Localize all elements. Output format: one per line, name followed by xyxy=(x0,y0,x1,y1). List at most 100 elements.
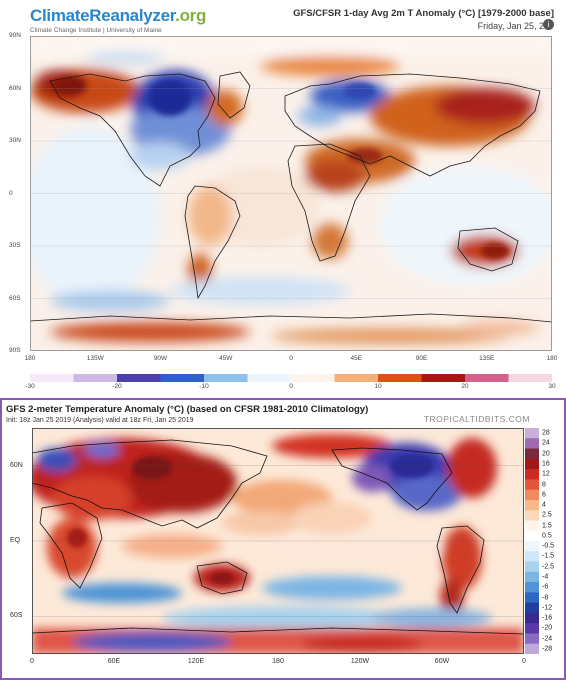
colorbar-segment xyxy=(525,428,539,439)
coastlines-bottom xyxy=(32,439,524,635)
colorbar-segment xyxy=(525,541,539,552)
colorbar-tick-label: -8 xyxy=(542,594,549,601)
map-title: GFS/CFSR 1-day Avg 2m T Anomaly (°C) [19… xyxy=(293,8,554,19)
colorbar-tick-label: -1.5 xyxy=(542,552,555,560)
colorbar-tick-label: 30 xyxy=(548,383,556,390)
colorbar-segment xyxy=(525,469,539,480)
colorbar-tick-label: 2.5 xyxy=(542,511,552,519)
colorbar-segment xyxy=(117,374,161,382)
colorbar-tick-label: -6 xyxy=(542,583,549,591)
init-valid-time: Init: 18z Jan 25 2019 (Analysis) valid a… xyxy=(6,417,194,424)
lon-label: 90E xyxy=(415,355,428,362)
colorbar-tick-label: -24 xyxy=(542,635,553,643)
anomaly-field-bottom xyxy=(32,434,524,654)
colorbar-tick-label: -28 xyxy=(542,645,553,653)
colorbar-tick-label: 8 xyxy=(542,481,546,488)
lon-label: 0 xyxy=(522,658,526,665)
colorbar-segment xyxy=(525,571,539,583)
lon-label: 0 xyxy=(289,355,293,362)
climate-reanalyzer-logo[interactable]: ClimateReanalyzer.org Climate Change Ins… xyxy=(30,6,206,34)
colorbar-segment xyxy=(247,374,292,382)
colorbar-tick-label: 0 xyxy=(289,383,293,390)
lon-label: 135W xyxy=(86,355,104,362)
colorbar-segment xyxy=(30,374,74,382)
map-title-bottom: GFS 2-meter Temperature Anomaly (°C) (ba… xyxy=(6,404,369,415)
colorbar-tick-label: 28 xyxy=(542,429,550,437)
lat-label: EQ xyxy=(10,537,21,544)
lon-label: 180 xyxy=(546,355,558,362)
colorbar-segment xyxy=(525,489,539,501)
colorbar-segment xyxy=(378,374,422,382)
colorbar-segment xyxy=(291,374,335,382)
colorbar-tick-label: -10 xyxy=(199,383,209,390)
colorbar-tick-label: -16 xyxy=(542,614,553,622)
pacific-centered-anomaly-map xyxy=(32,428,524,654)
tropical-tidbits-panel: GFS 2-meter Temperature Anomaly (°C) (ba… xyxy=(0,398,566,680)
colorbar-segment xyxy=(525,623,539,634)
colorbar-segment xyxy=(525,520,539,532)
colorbar-segment xyxy=(525,643,539,654)
colorbar-segment xyxy=(160,374,205,382)
lon-label: 180 xyxy=(272,658,284,665)
brand-org: .org xyxy=(175,6,207,25)
colorbar-tick-label: 20 xyxy=(461,383,469,390)
colorbar-segment xyxy=(525,458,539,470)
colorbar-tick-label: 12 xyxy=(542,470,550,478)
colorbar-tick-label: 24 xyxy=(542,439,550,447)
lat-label: 90S xyxy=(9,347,21,354)
colorbar-segment xyxy=(525,551,539,563)
colorbar-segment xyxy=(525,582,539,593)
colorbar-segment xyxy=(525,530,539,542)
lat-label: 60S xyxy=(10,612,23,620)
colorbar-tick-label: -30 xyxy=(25,383,35,390)
colorbar-segment xyxy=(525,612,539,624)
lon-label: 120W xyxy=(350,658,370,665)
colorbar-segment xyxy=(508,374,552,382)
graticule xyxy=(30,88,552,299)
colorbar-segment xyxy=(525,499,539,511)
colorbar-tick-label: -20 xyxy=(542,624,553,632)
lat-label: 30S xyxy=(9,242,21,249)
colorbar-tick-label: -2.5 xyxy=(542,563,555,571)
lat-label: 90N xyxy=(9,32,21,39)
colorbar-tick-label: -0.5 xyxy=(542,542,555,550)
colorbar-tick-label: 20 xyxy=(542,450,550,458)
info-icon[interactable]: i xyxy=(543,19,554,30)
coastlines xyxy=(30,71,552,323)
colorbar-segment xyxy=(525,592,539,604)
vertical-colorbar xyxy=(525,428,539,654)
colorbar-tick-label: -4 xyxy=(542,573,549,581)
colorbar-tick-label: 6 xyxy=(542,491,546,499)
graticule-bottom xyxy=(32,465,524,617)
colorbar-segment xyxy=(334,374,379,382)
lon-label: 0 xyxy=(30,658,34,665)
colorbar-segment xyxy=(525,479,539,491)
lon-label: 90W xyxy=(153,355,168,362)
colorbar-tick-label: 1.5 xyxy=(542,522,552,530)
brand-subtitle: Climate Change Institute | University of… xyxy=(30,27,162,34)
colorbar-segment xyxy=(204,374,248,382)
lat-label: 60N xyxy=(9,84,21,92)
colorbar-segment xyxy=(465,374,509,382)
lat-label: 60S xyxy=(9,294,21,302)
lat-label: 0 xyxy=(9,189,13,197)
colorbar-tick-label: 4 xyxy=(542,501,546,509)
colorbar-segment xyxy=(525,633,539,645)
lon-label: 60E xyxy=(107,658,121,665)
anomaly-field xyxy=(30,36,552,344)
colorbar-tick-label: -12 xyxy=(542,604,553,612)
brand-name: ClimateReanalyzer xyxy=(30,6,176,25)
colorbar-segment xyxy=(525,438,539,450)
lat-label: 30N xyxy=(9,137,21,144)
temperature-colorbar xyxy=(30,374,552,382)
lon-label: 180 xyxy=(24,355,36,362)
colorbar-segment xyxy=(525,448,539,460)
lon-label: 120E xyxy=(187,658,205,665)
climate-reanalyzer-panel: ClimateReanalyzer.org Climate Change Ins… xyxy=(9,6,558,390)
colorbar-segment xyxy=(525,510,539,521)
site-watermark: TROPICALTIDBITS.COM xyxy=(423,414,530,424)
colorbar-segment xyxy=(525,602,539,614)
lon-label: 45W xyxy=(219,355,233,362)
colorbar-segment xyxy=(525,561,539,573)
map-date: Friday, Jan 25, 2 xyxy=(477,21,544,31)
